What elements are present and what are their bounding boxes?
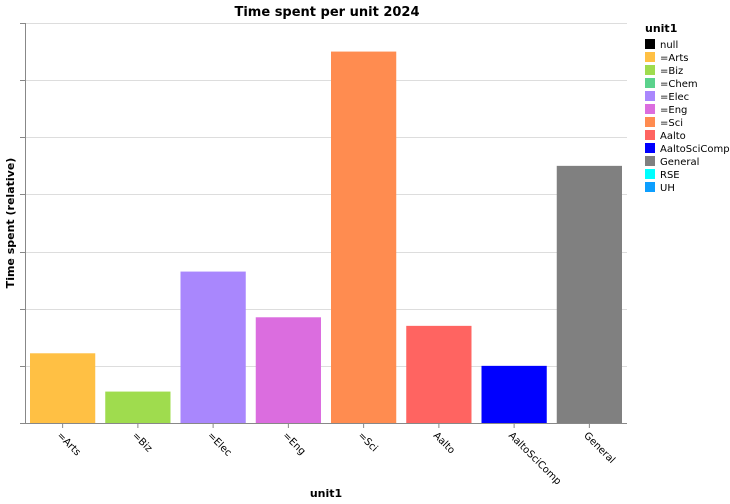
legend-label: UH <box>660 183 675 194</box>
legend-swatch <box>645 182 655 192</box>
legend-swatch <box>645 143 655 153</box>
x-tick-label: AaltoSciComp <box>506 430 563 487</box>
y-axis-ticks <box>20 23 25 424</box>
legend-swatch <box>645 91 655 101</box>
bar-elec <box>180 271 246 423</box>
x-axis-title: unit1 <box>310 487 342 500</box>
legend: unit1 null =Arts =Biz =Chem =Elec =Eng =Sci Aal… <box>645 22 730 194</box>
bar-general <box>556 165 622 423</box>
legend-label: AaltoSciComp <box>660 144 730 155</box>
legend-label: =Eng <box>660 105 687 116</box>
x-tick-label: Aalto <box>431 430 457 456</box>
bar-aalto <box>406 325 472 423</box>
x-tick-label: =Elec <box>205 430 233 458</box>
legend-label: General <box>660 157 699 168</box>
legend-label: =Arts <box>660 53 688 64</box>
legend-swatch <box>645 52 655 62</box>
bar-sci <box>331 51 397 423</box>
legend-swatch <box>645 104 655 114</box>
legend-swatch <box>645 39 655 49</box>
bar-arts <box>30 353 96 423</box>
legend-title: unit1 <box>645 22 677 35</box>
legend-label: =Sci <box>660 118 683 129</box>
legend-label: =Biz <box>660 66 683 77</box>
x-tick-label: =Sci <box>356 430 380 454</box>
x-tick-label: =Arts <box>55 430 83 458</box>
legend-swatch <box>645 117 655 127</box>
grid-lines <box>25 23 627 367</box>
legend-label: null <box>660 40 678 51</box>
x-tick-label: =Biz <box>130 430 154 454</box>
chart-title: Time spent per unit 2024 <box>234 5 419 20</box>
x-axis-ticks: =Arts =Biz =Elec =Eng =Sci Aalto AaltoSciComp G… <box>55 423 617 487</box>
legend-swatch <box>645 130 655 140</box>
legend-swatch <box>645 156 655 166</box>
bars <box>30 51 622 423</box>
legend-swatch <box>645 65 655 75</box>
legend-swatch <box>645 78 655 88</box>
legend-label: RSE <box>660 170 680 181</box>
x-tick-label: General <box>581 430 617 466</box>
legend-label: Aalto <box>660 131 686 142</box>
legend-swatch <box>645 169 655 179</box>
y-axis-title: Time spent (relative) <box>4 158 17 289</box>
bar-biz <box>105 391 171 423</box>
legend-label: =Chem <box>660 79 698 90</box>
bar-eng <box>255 317 321 423</box>
x-tick-label: =Eng <box>280 430 307 457</box>
bar-aaltoscicomp <box>481 365 547 423</box>
legend-label: =Elec <box>660 92 689 103</box>
